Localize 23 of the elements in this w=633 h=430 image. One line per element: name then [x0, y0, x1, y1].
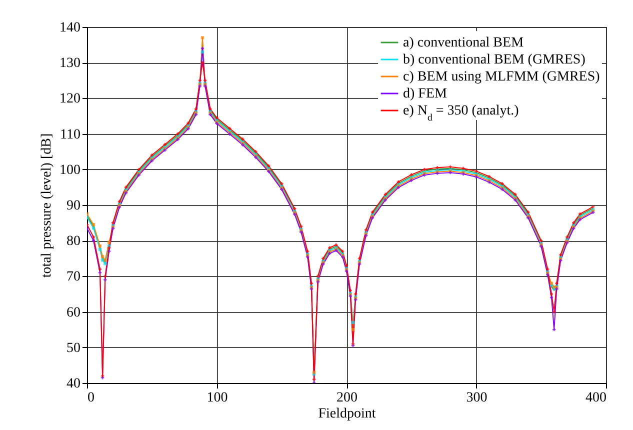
- x-tick-label: 300: [466, 390, 488, 406]
- y-tick-label: 140: [60, 20, 80, 36]
- y-tick-label: 100: [60, 162, 80, 178]
- legend-label: b) conventional BEM (GMRES): [403, 52, 586, 68]
- legend-label: e) N$_{d}$ = 350 (analyt.): [403, 104, 520, 123]
- y-tick-label: 130: [60, 56, 80, 72]
- x-axis-title: Fieldpoint: [318, 406, 376, 422]
- legend-label: a) conventional BEM: [403, 36, 524, 50]
- x-tick-label: 100: [206, 390, 228, 406]
- legend-label: d) FEM: [403, 86, 448, 102]
- y-tick-label: 70: [66, 270, 80, 285]
- y-tick-label: 110: [60, 127, 80, 142]
- y-tick-label: 120: [60, 92, 80, 107]
- legend-label: c) BEM using MLFMM (GMRES): [403, 70, 600, 84]
- y-tick-label: 50: [66, 340, 80, 356]
- y-tick-label: 40: [66, 376, 80, 392]
- y-tick-label: 90: [66, 198, 80, 214]
- x-tick-label: 400: [586, 390, 606, 406]
- x-tick-label: 0: [88, 390, 94, 406]
- y-tick-label: 80: [66, 234, 80, 250]
- y-tick-label: 60: [66, 305, 80, 320]
- x-tick-label: 200: [336, 390, 358, 406]
- y-axis-title: total pressure (level) [dB]: [40, 133, 54, 278]
